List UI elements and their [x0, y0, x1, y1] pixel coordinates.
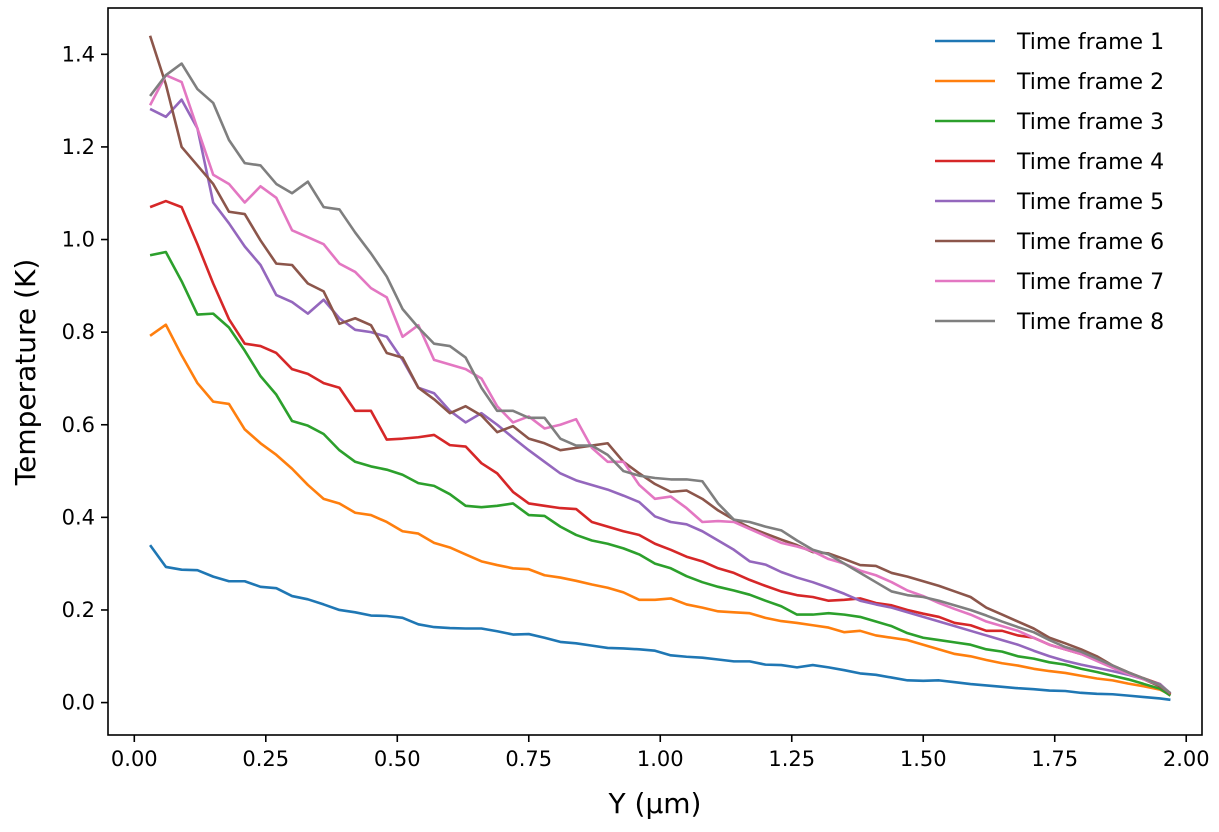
- legend-label: Time frame 7: [1016, 270, 1164, 295]
- legend-label: Time frame 3: [1016, 110, 1164, 135]
- x-tick-label: 0.25: [242, 747, 289, 771]
- y-tick-label: 0.2: [62, 598, 95, 622]
- x-tick-label: 1.25: [768, 747, 815, 771]
- plot-area-frame: [107, 7, 1203, 736]
- y-tick-label: 1.4: [62, 42, 95, 66]
- series-line-time-frame-4: [149, 199, 1172, 696]
- legend-item: Time frame 1: [935, 30, 1164, 55]
- x-tick-label: 0.75: [505, 747, 552, 771]
- x-axis: 0.00 0.25 0.50 0.75 1.00 1.25 1.50 1.75 2.00: [111, 735, 1210, 771]
- y-tick-label: 0.4: [62, 505, 95, 529]
- series-line-time-frame-2: [149, 323, 1172, 696]
- x-tick-label: 2.00: [1163, 747, 1210, 771]
- series-layer: [148, 35, 1172, 702]
- legend-item: Time frame 4: [935, 150, 1164, 175]
- series-line-time-frame-8: [149, 62, 1172, 695]
- legend-label: Time frame 5: [1016, 190, 1164, 215]
- y-tick-label: 1.2: [62, 135, 95, 159]
- x-axis-label: Y (µm): [608, 787, 702, 820]
- x-tick-label: 1.75: [1031, 747, 1078, 771]
- series-line-time-frame-5: [149, 98, 1172, 695]
- legend-label: Time frame 1: [1016, 30, 1164, 55]
- y-tick-label: 0.0: [62, 691, 95, 715]
- y-tick-label: 0.6: [62, 413, 95, 437]
- x-tick-label: 1.50: [900, 747, 947, 771]
- x-tick-label: 1.00: [637, 747, 684, 771]
- legend-item: Time frame 5: [935, 190, 1164, 215]
- legend-item: Time frame 8: [935, 310, 1164, 335]
- x-tick-label: 0.00: [111, 747, 158, 771]
- y-axis: 0.0 0.2 0.4 0.6 0.8 1.0 1.2 1.4: [62, 42, 108, 715]
- legend-item: Time frame 2: [935, 70, 1164, 95]
- legend-item: Time frame 6: [935, 230, 1164, 255]
- legend-label: Time frame 4: [1016, 150, 1164, 175]
- y-axis-label: Temperature (K): [9, 259, 42, 486]
- x-tick-label: 0.50: [374, 747, 421, 771]
- y-tick-label: 1.0: [62, 228, 95, 252]
- series-line-time-frame-1: [149, 544, 1171, 702]
- legend: Time frame 1 Time frame 2 Time frame 3 Time…: [935, 30, 1164, 335]
- legend-item: Time frame 7: [935, 270, 1164, 295]
- series-line-time-frame-7: [148, 73, 1172, 695]
- y-tick-label: 0.8: [62, 320, 95, 344]
- legend-label: Time frame 8: [1016, 310, 1164, 335]
- series-line-time-frame-3: [149, 250, 1172, 697]
- legend-label: Time frame 6: [1016, 230, 1164, 255]
- legend-label: Time frame 2: [1016, 70, 1164, 95]
- legend-item: Time frame 3: [935, 110, 1164, 135]
- series-line-time-frame-6: [148, 35, 1172, 695]
